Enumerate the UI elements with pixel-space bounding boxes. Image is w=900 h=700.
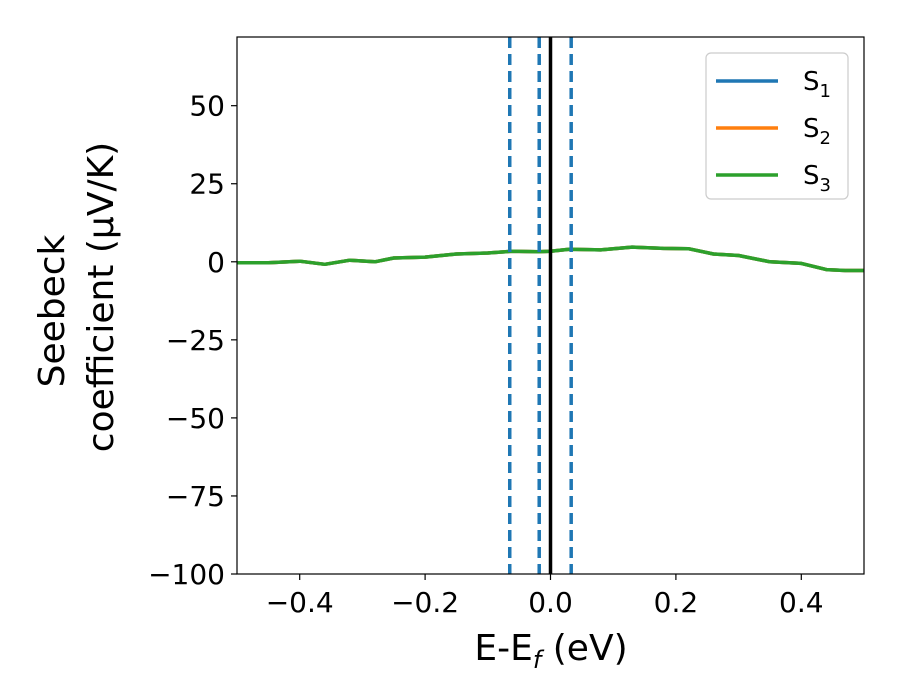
x-tick-label: 0.2 bbox=[654, 586, 699, 619]
x-tick-label: 0.0 bbox=[528, 586, 573, 619]
x-tick-label: −0.2 bbox=[391, 586, 459, 619]
x-axis-label: E-Ef (eV) bbox=[474, 628, 627, 674]
y-axis-label-line2: coefficient (μV/K) bbox=[81, 142, 122, 452]
legend: S1 S2 S3 bbox=[705, 52, 849, 200]
x-tick-label: −0.4 bbox=[266, 586, 334, 619]
tick-group: −0.4 −0.2 0.0 0.2 0.4 50 25 0 −25 −50 −75 −100 bbox=[148, 90, 823, 619]
legend-label-s2: S2 bbox=[803, 114, 831, 149]
y-tick-label: 25 bbox=[189, 168, 225, 201]
legend-box bbox=[705, 52, 849, 200]
y-tick-label: 0 bbox=[207, 246, 225, 279]
y-tick-label: −75 bbox=[166, 480, 225, 513]
x-tick-label: 0.4 bbox=[779, 586, 824, 619]
plot-area bbox=[237, 37, 864, 574]
y-tick-label: −25 bbox=[166, 324, 225, 357]
y-axis-label-line1: Seebeck bbox=[32, 234, 73, 387]
legend-label-s1: S1 bbox=[803, 67, 831, 102]
y-tick-label: 50 bbox=[189, 90, 225, 123]
y-tick-label: −50 bbox=[166, 402, 225, 435]
legend-label-s3: S3 bbox=[803, 161, 831, 196]
y-tick-label: −100 bbox=[148, 558, 225, 591]
